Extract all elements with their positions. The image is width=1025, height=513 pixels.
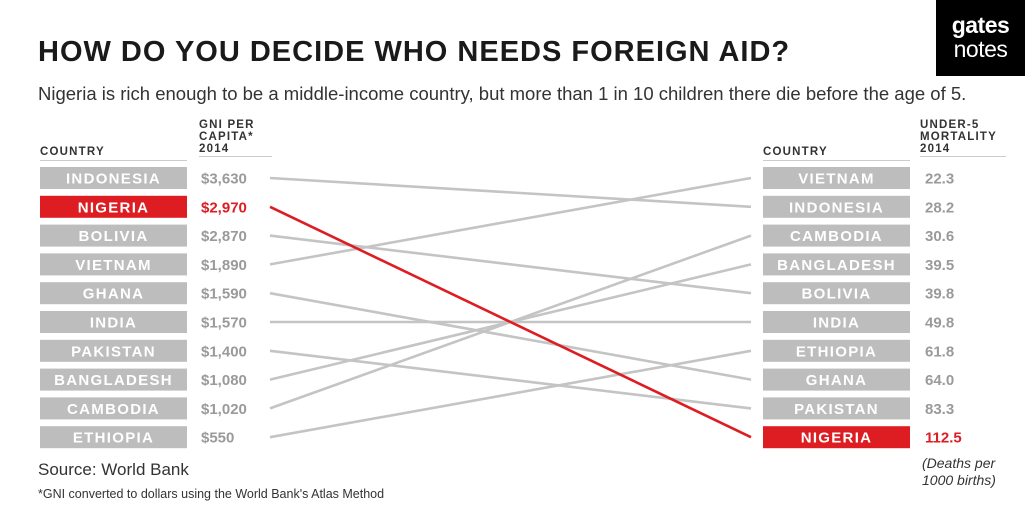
connector-vietnam bbox=[269, 176, 752, 266]
footnote: *GNI converted to dollars using the Worl… bbox=[38, 487, 385, 501]
right-value-ethiopia: 61.8 bbox=[925, 343, 954, 360]
page-subtitle: Nigeria is rich enough to be a middle-in… bbox=[38, 83, 967, 104]
gates-notes-logo: gates notes bbox=[936, 0, 1025, 76]
connector-lines bbox=[269, 176, 752, 439]
left-value-india: $1,570 bbox=[201, 315, 247, 332]
gni-header-year: 2014 bbox=[199, 143, 272, 157]
mortality-header: UNDER-5 MORTALITY 2014 bbox=[920, 119, 1006, 157]
left-label-ghana: GHANA bbox=[83, 286, 145, 303]
gni-header-line-1: GNI PER bbox=[199, 119, 255, 131]
left-box-pakistan bbox=[40, 339, 187, 362]
left-value-vietnam: $1,890 bbox=[201, 257, 247, 274]
right-label-bangladesh: BANGLADESH bbox=[777, 257, 896, 274]
left-country-header: COUNTRY bbox=[40, 146, 187, 161]
right-label-indonesia: INDONESIA bbox=[789, 199, 884, 216]
left-box-india bbox=[40, 311, 187, 333]
right-value-pakistan: 83.3 bbox=[925, 401, 954, 418]
gni-header: GNI PER CAPITA* 2014 bbox=[199, 119, 272, 157]
right-label-nigeria: NIGERIA bbox=[801, 430, 873, 447]
left-value-ethiopia: $550 bbox=[201, 430, 234, 447]
right-column: VIETNAM 22.3 INDONESIA 28.2 CAMBODIA 30.6 BANG… bbox=[763, 167, 962, 449]
left-box-cambodia bbox=[40, 397, 187, 420]
connector-indonesia bbox=[269, 176, 752, 209]
right-value-nigeria: 112.5 bbox=[925, 430, 962, 447]
right-label-cambodia: CAMBODIA bbox=[790, 228, 883, 245]
connector-bolivia bbox=[269, 234, 752, 295]
right-label-bolivia: BOLIVIA bbox=[802, 286, 872, 303]
right-value-vietnam: 22.3 bbox=[925, 171, 954, 188]
left-label-vietnam: VIETNAM bbox=[75, 257, 152, 274]
right-box-pakistan bbox=[763, 397, 910, 420]
left-box-vietnam bbox=[40, 253, 187, 276]
right-box-bangladesh bbox=[763, 253, 910, 276]
left-label-cambodia: CAMBODIA bbox=[67, 401, 160, 418]
connector-ghana bbox=[269, 291, 752, 381]
units-line-2: 1000 births) bbox=[922, 472, 996, 488]
right-value-bolivia: 39.8 bbox=[925, 286, 954, 303]
left-box-ethiopia bbox=[40, 426, 187, 449]
left-box-indonesia bbox=[40, 167, 187, 189]
left-label-indonesia: INDONESIA bbox=[66, 171, 161, 188]
left-value-nigeria: $2,970 bbox=[201, 199, 247, 216]
left-box-bolivia bbox=[40, 224, 187, 247]
units-line-1: (Deaths per bbox=[922, 455, 996, 471]
right-box-cambodia bbox=[763, 224, 910, 247]
left-label-bangladesh: BANGLADESH bbox=[54, 372, 173, 389]
right-box-bolivia bbox=[763, 282, 910, 305]
left-value-bolivia: $2,870 bbox=[201, 228, 247, 245]
right-box-ghana bbox=[763, 368, 910, 391]
right-box-indonesia bbox=[763, 195, 910, 218]
left-value-ghana: $1,590 bbox=[201, 286, 247, 303]
connector-nigeria bbox=[269, 205, 752, 439]
mortality-header-year: 2014 bbox=[920, 143, 1006, 157]
left-label-bolivia: BOLIVIA bbox=[79, 228, 149, 245]
right-label-india: INDIA bbox=[813, 315, 860, 332]
units-note: (Deaths per 1000 births) bbox=[922, 455, 996, 489]
left-value-indonesia: $3,630 bbox=[201, 171, 247, 188]
logo-line-1: gates bbox=[951, 12, 1010, 38]
right-box-ethiopia bbox=[763, 339, 910, 362]
right-value-bangladesh: 39.5 bbox=[925, 257, 954, 274]
left-label-pakistan: PAKISTAN bbox=[71, 343, 156, 360]
left-label-ethiopia: ETHIOPIA bbox=[73, 430, 154, 447]
connector-ethiopia bbox=[269, 349, 752, 439]
left-value-pakistan: $1,400 bbox=[201, 343, 247, 360]
right-box-india bbox=[763, 311, 910, 333]
mortality-header-line-1: UNDER-5 bbox=[920, 119, 980, 131]
gni-header-line-2: CAPITA* bbox=[199, 131, 254, 143]
right-label-ghana: GHANA bbox=[806, 372, 868, 389]
right-label-vietnam: VIETNAM bbox=[798, 171, 875, 188]
left-box-ghana bbox=[40, 282, 187, 305]
right-box-nigeria bbox=[763, 426, 910, 449]
right-country-header: COUNTRY bbox=[763, 146, 910, 161]
right-label-pakistan: PAKISTAN bbox=[794, 401, 879, 418]
left-box-bangladesh bbox=[40, 368, 187, 391]
left-box-nigeria bbox=[40, 195, 187, 218]
right-value-ghana: 64.0 bbox=[925, 372, 954, 389]
left-value-bangladesh: $1,080 bbox=[201, 372, 247, 389]
connector-pakistan bbox=[269, 349, 752, 410]
right-value-indonesia: 28.2 bbox=[925, 199, 954, 216]
left-label-india: INDIA bbox=[90, 315, 137, 332]
right-box-vietnam bbox=[763, 167, 910, 189]
page-title: HOW DO YOU DECIDE WHO NEEDS FOREIGN AID? bbox=[38, 36, 791, 68]
logo-line-2: notes bbox=[953, 36, 1008, 62]
right-value-india: 49.8 bbox=[925, 315, 954, 332]
left-value-cambodia: $1,020 bbox=[201, 401, 247, 418]
right-label-ethiopia: ETHIOPIA bbox=[796, 343, 877, 360]
mortality-header-line-2: MORTALITY bbox=[920, 131, 998, 143]
left-label-nigeria: NIGERIA bbox=[78, 199, 150, 216]
right-value-cambodia: 30.6 bbox=[925, 228, 954, 245]
source-note: Source: World Bank bbox=[38, 460, 189, 479]
left-column: INDONESIA $3,630 NIGERIA $2,970 BOLIVIA $2,87… bbox=[40, 167, 247, 449]
